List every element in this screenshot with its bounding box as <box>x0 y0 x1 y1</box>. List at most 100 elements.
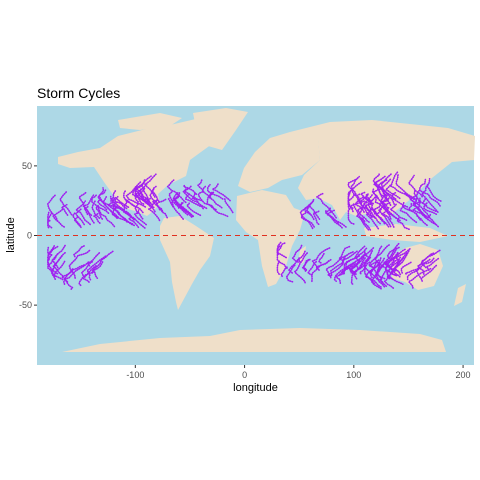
storm-track <box>186 201 202 217</box>
storm-track <box>291 244 303 264</box>
y-tick-label: 0 <box>27 231 32 241</box>
storm-track <box>288 257 301 275</box>
storm-track <box>71 212 82 227</box>
storm-track <box>352 199 367 222</box>
storm-track <box>81 260 94 277</box>
storm-track <box>396 217 410 231</box>
storm-track <box>409 190 430 217</box>
world-land <box>58 108 475 352</box>
storm-track <box>91 199 101 219</box>
storm-track <box>75 200 91 226</box>
storm-track <box>299 199 316 228</box>
track-region-north-atlantic <box>134 173 234 222</box>
storm-track <box>171 192 184 220</box>
storm-track <box>305 206 315 221</box>
storm-track <box>47 194 59 222</box>
storm-track <box>52 208 65 228</box>
track-region-south-pacific <box>47 244 114 290</box>
storm-track <box>47 212 53 229</box>
storm-track <box>87 252 101 268</box>
storm-track <box>97 199 108 211</box>
storm-track <box>208 190 223 209</box>
storm-track <box>316 192 338 219</box>
storm-track <box>390 170 415 201</box>
track-region-western-pacific <box>347 170 442 231</box>
storm-track <box>428 213 440 228</box>
y-axis-ticks: -50 0 50 <box>19 161 37 310</box>
storm-track <box>393 256 405 272</box>
storm-track <box>168 190 189 216</box>
storm-track <box>374 260 388 280</box>
storm-track <box>393 250 410 276</box>
land-asia <box>290 120 475 222</box>
storm-track <box>394 248 411 261</box>
storm-track <box>59 191 73 216</box>
land-new-zealand <box>454 284 466 306</box>
storm-track <box>68 249 91 281</box>
storm-track <box>184 192 201 207</box>
storm-track <box>364 263 382 288</box>
y-tick-label: 50 <box>22 161 32 171</box>
x-tick-label: 100 <box>346 370 361 380</box>
land-antarctica <box>62 328 446 352</box>
track-region-north-indian <box>299 192 347 230</box>
land-north-america <box>58 118 215 216</box>
storm-track <box>400 261 412 274</box>
storm-track <box>318 252 325 265</box>
y-axis-title: latitude <box>5 217 17 252</box>
storm-track <box>60 203 69 216</box>
storm-track <box>125 186 147 208</box>
storm-track <box>426 178 442 202</box>
storm-track <box>389 203 408 221</box>
storm-track <box>91 261 104 275</box>
storm-track <box>311 247 331 270</box>
storm-track <box>102 195 122 210</box>
storm-track <box>360 216 372 231</box>
storm-track <box>412 202 437 226</box>
storm-track <box>293 252 309 285</box>
storm-track <box>390 191 409 208</box>
storm-track <box>335 262 355 285</box>
storm-track <box>113 195 128 210</box>
storm-track <box>122 199 146 229</box>
storm-track <box>358 261 371 276</box>
storm-track <box>78 271 96 287</box>
storm-track <box>47 210 51 222</box>
storm-track <box>415 257 435 281</box>
storm-track <box>404 266 421 276</box>
storm-track <box>351 257 367 281</box>
storm-track <box>206 191 229 218</box>
storm-track <box>276 260 281 277</box>
storm-track <box>350 175 363 205</box>
track-region-eastern-pacific <box>47 185 155 229</box>
storm-track <box>327 263 344 278</box>
storm-track <box>333 264 352 283</box>
storm-track <box>356 199 374 223</box>
land-europe <box>238 132 320 192</box>
storm-track <box>47 254 53 266</box>
storm-track <box>64 261 90 290</box>
storm-track <box>384 246 400 272</box>
land-indonesia <box>364 224 448 242</box>
storm-track <box>387 257 404 286</box>
storm-track <box>90 194 110 214</box>
storm-track <box>91 250 114 280</box>
storm-track <box>343 255 361 271</box>
storm-track <box>280 266 288 279</box>
storm-track <box>211 183 231 202</box>
land-south-america <box>160 216 214 310</box>
storm-track <box>51 255 63 278</box>
storm-track <box>395 173 418 202</box>
storm-track <box>82 193 95 224</box>
y-tick-label: -50 <box>19 300 32 310</box>
land-greenland <box>193 108 248 150</box>
storm-track <box>407 174 424 198</box>
storm-track <box>122 189 137 209</box>
storm-track <box>303 202 313 217</box>
storm-track <box>311 258 332 283</box>
storm-track <box>372 172 397 200</box>
storm-track <box>197 178 212 199</box>
storm-track <box>349 260 361 274</box>
storm-track <box>47 253 59 281</box>
storm-track <box>347 178 358 197</box>
